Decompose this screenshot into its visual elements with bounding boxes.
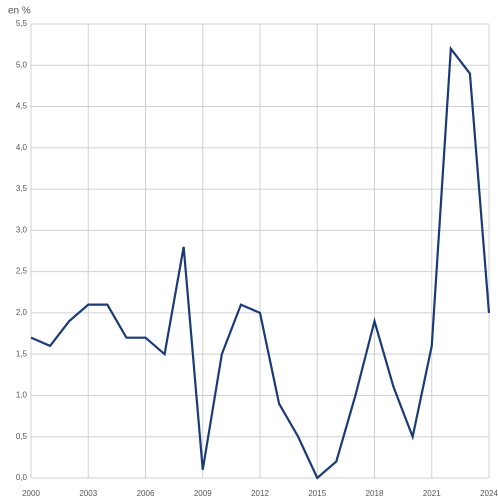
x-tick-label: 2024 [480,489,498,498]
y-axis-label: en % [8,6,31,17]
y-tick-label: 5,5 [16,19,28,28]
x-tick-label: 2018 [366,489,384,498]
y-tick-label: 3,0 [16,225,28,234]
y-tick-label: 1,0 [16,391,28,400]
y-tick-label: 4,0 [16,143,28,152]
y-tick-label: 0,0 [16,473,28,482]
y-tick-label: 2,5 [16,267,28,276]
y-tick-label: 3,5 [16,184,28,193]
x-tick-label: 2012 [251,489,269,498]
line [30,45,491,480]
x-tick-label: 2009 [194,489,212,498]
y-tick-label: 0,5 [16,432,28,441]
y-tick-label: 1,5 [16,349,28,358]
y-tick-label: 4,5 [16,102,28,111]
x-tick-label: 2000 [22,489,40,498]
x-tick-label: 2006 [137,489,155,498]
x-tick-label: 2003 [79,489,97,498]
y-tick-label: 5,0 [16,60,28,69]
x-tick-label: 2015 [308,489,326,498]
y-tick-label: 2,0 [16,308,28,317]
x-tick-label: 2021 [423,489,441,498]
